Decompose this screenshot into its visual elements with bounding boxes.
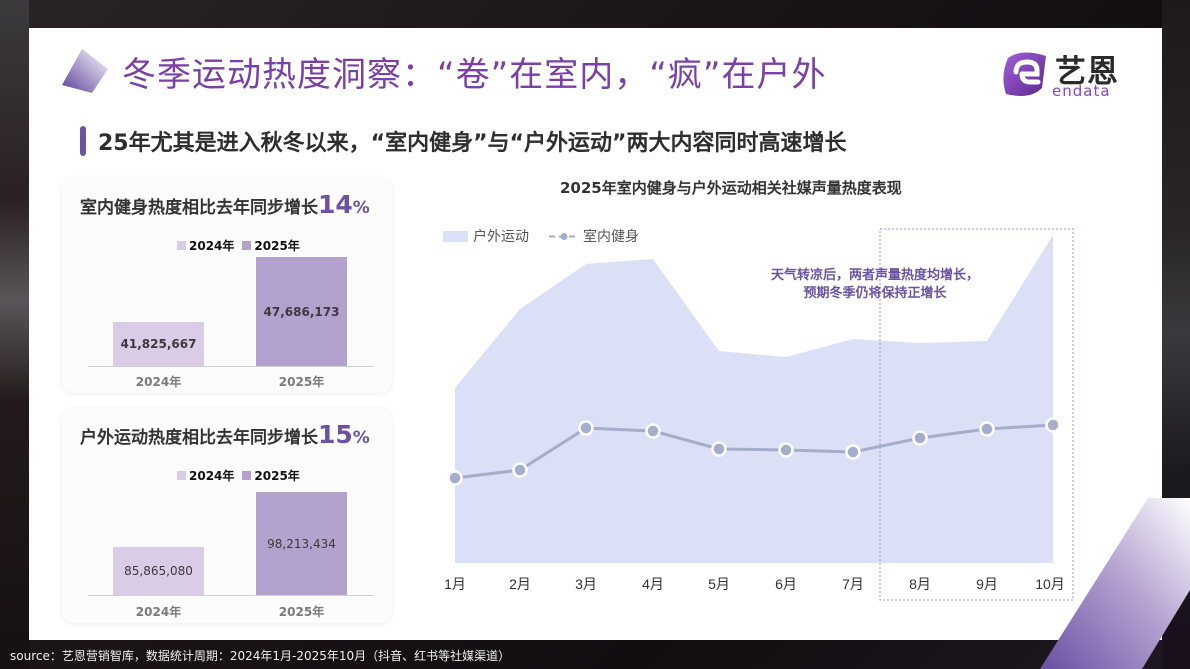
indoor-line-series: [454, 423, 1054, 480]
legend-swatch: [242, 241, 252, 250]
bar-value: 98,213,434: [267, 536, 336, 551]
page-title-area: 冬季运动热度洞察：“卷”在室内，“疯”在户外: [62, 46, 826, 96]
endata-logo: 艺恩 endata: [1000, 48, 1140, 103]
outdoor-sports-card: 户外运动热度相比去年同步增长15% 2024年 2025年 85,865,080…: [62, 408, 392, 623]
highlight-box: [879, 228, 1074, 601]
legend-item-2024: 2024年: [177, 467, 234, 484]
legend-label: 2025年: [254, 239, 300, 253]
x-axis-labels: 1月 2月 3月 4月 5月 6月 7月 8月 9月 10月: [444, 576, 1065, 592]
bar-2024: 41,825,667: [113, 322, 204, 366]
logo-text-en: endata: [1052, 82, 1111, 100]
card-title: 户外运动热度相比去年同步增长15%: [80, 420, 370, 449]
title-decoration-icon: [62, 49, 108, 93]
main-chart-title: 2025年室内健身与户外运动相关社媒声量热度表现: [560, 179, 902, 197]
x-axis-line: [88, 595, 374, 596]
bar-value: 85,865,080: [124, 564, 193, 578]
logo-e-icon: [1003, 52, 1046, 96]
indoor-line-points: [447, 417, 1061, 486]
percent-sign: %: [352, 428, 370, 448]
svg-text:2月: 2月: [509, 576, 531, 592]
source-footnote: source：艺恩营销智库，数据统计周期：2024年1月-2025年10月（抖音…: [10, 649, 511, 663]
legend-label: 2024年: [189, 239, 235, 253]
x-label: 2024年: [135, 605, 182, 619]
svg-text:3月: 3月: [575, 576, 597, 592]
legend-item-2025: 2025年: [242, 467, 300, 484]
legend-swatch: [242, 471, 252, 480]
subtitle-accent-bar: [80, 126, 86, 156]
main-area-line-chart: 1月 2月 3月 4月 5月 6月 7月 8月 9月 10月: [444, 228, 1074, 601]
section-subtitle: 25年尤其是进入秋冬以来，“室内健身”与“户外运动”两大内容同时高速增长: [80, 125, 846, 157]
bar-value: 41,825,667: [120, 337, 197, 351]
legend-line-swatch-icon: [549, 232, 579, 240]
corner-decoration: [1040, 498, 1190, 669]
logo-text-cn: 艺恩: [1055, 54, 1119, 90]
outdoor-area-series: [455, 235, 1053, 563]
annotation-line-1: 天气转凉后，两者声量热度均增长，: [770, 268, 979, 283]
indoor-fitness-card: 室内健身热度相比去年同步增长14% 2024年 2025年 41,825,667…: [62, 178, 392, 393]
legend-item-2025: 2025年: [242, 237, 300, 254]
bar-2025: 98,213,434: [256, 492, 347, 595]
bar-value: 47,686,173: [263, 304, 340, 319]
bar-2025: 47,686,173: [256, 257, 347, 366]
legend-label: 2024年: [189, 469, 235, 483]
legend-swatch: [177, 241, 186, 250]
x-label: 2025年: [278, 605, 325, 619]
x-axis-line: [88, 366, 374, 367]
page-title: 冬季运动热度洞察：“卷”在室内，“疯”在户外: [122, 54, 827, 95]
growth-percent: 14: [318, 190, 353, 219]
legend-item-2024: 2024年: [177, 237, 234, 254]
card-title: 室内健身热度相比去年同步增长14%: [80, 190, 370, 219]
svg-text:4月: 4月: [642, 576, 664, 592]
growth-percent: 15: [318, 420, 353, 449]
svg-text:1月: 1月: [444, 576, 466, 592]
card-title-text: 户外运动热度相比去年同步增长: [80, 428, 318, 448]
x-label: 2025年: [278, 375, 325, 389]
svg-text:5月: 5月: [708, 576, 730, 592]
annotation-line-2: 预期冬季仍将保持正增长: [803, 286, 947, 301]
main-chart-legend: 户外运动 室内健身: [443, 226, 639, 246]
legend-line-label: 室内健身: [583, 229, 639, 245]
svg-text:9月: 9月: [976, 576, 998, 592]
chart-annotation: 天气转凉后，两者声量热度均增长， 预期冬季仍将保持正增长: [745, 267, 1005, 303]
card-title-text: 室内健身热度相比去年同步增长: [80, 198, 318, 218]
percent-sign: %: [352, 198, 370, 218]
bar-2024: 85,865,080: [113, 547, 204, 595]
legend-area-swatch: [443, 230, 468, 242]
subtitle-text: 25年尤其是进入秋冬以来，“室内健身”与“户外运动”两大内容同时高速增长: [98, 131, 847, 156]
bar-legend: 2024年 2025年: [177, 237, 308, 254]
svg-text:10月: 10月: [1035, 576, 1065, 592]
svg-text:6月: 6月: [775, 576, 797, 592]
svg-text:7月: 7月: [842, 576, 864, 592]
background-photo-left: [0, 0, 29, 669]
legend-swatch: [177, 471, 186, 480]
svg-text:8月: 8月: [909, 576, 931, 592]
legend-area-label: 户外运动: [473, 229, 529, 245]
x-label: 2024年: [135, 375, 182, 389]
legend-label: 2025年: [254, 469, 300, 483]
bar-legend: 2024年 2025年: [177, 467, 308, 484]
